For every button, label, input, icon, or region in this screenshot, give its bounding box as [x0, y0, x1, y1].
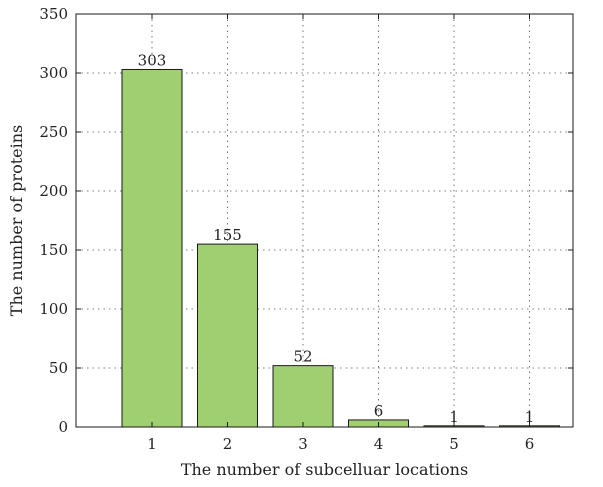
y-tick-label-2: 100: [39, 300, 68, 318]
data-label-2: 155: [213, 226, 242, 244]
data-label-5: 1: [449, 408, 459, 426]
bar-3: [272, 365, 334, 428]
x-tick-label-1: 1: [147, 435, 157, 453]
x-axis-title: The number of subcelluar locations: [181, 460, 468, 479]
x-tick-label-6: 6: [525, 435, 535, 453]
plot-frame: [75, 13, 574, 428]
x-tick-label-4: 4: [374, 435, 384, 453]
y-tick-label-0: 0: [58, 418, 68, 436]
y-tick-label-4: 200: [39, 182, 68, 200]
y-tick-label-5: 250: [39, 123, 68, 141]
x-tick-label-2: 2: [223, 435, 233, 453]
data-label-4: 6: [374, 402, 384, 420]
x-tick-label-3: 3: [298, 435, 308, 453]
y-tick-label-3: 150: [39, 241, 68, 259]
data-label-3: 52: [293, 348, 312, 366]
x-tick-label-5: 5: [449, 435, 459, 453]
axis-ticks: [76, 13, 573, 428]
y-tick-label-1: 50: [49, 359, 68, 377]
bars: [121, 68, 560, 428]
data-label-1: 303: [138, 51, 167, 69]
bar-1: [121, 68, 183, 428]
y-tick-labels: 0 50 100 150 200 250 300 350: [39, 5, 68, 436]
y-tick-label-6: 300: [39, 64, 68, 82]
x-tick-labels: 1 2 3 4 5 6: [147, 435, 534, 453]
data-label-6: 1: [525, 408, 535, 426]
y-axis-title: The number of proteins: [7, 125, 26, 316]
bar-2: [197, 243, 258, 428]
data-labels: 303 155 52 6 1 1: [138, 51, 535, 425]
y-tick-label-7: 350: [39, 5, 68, 23]
